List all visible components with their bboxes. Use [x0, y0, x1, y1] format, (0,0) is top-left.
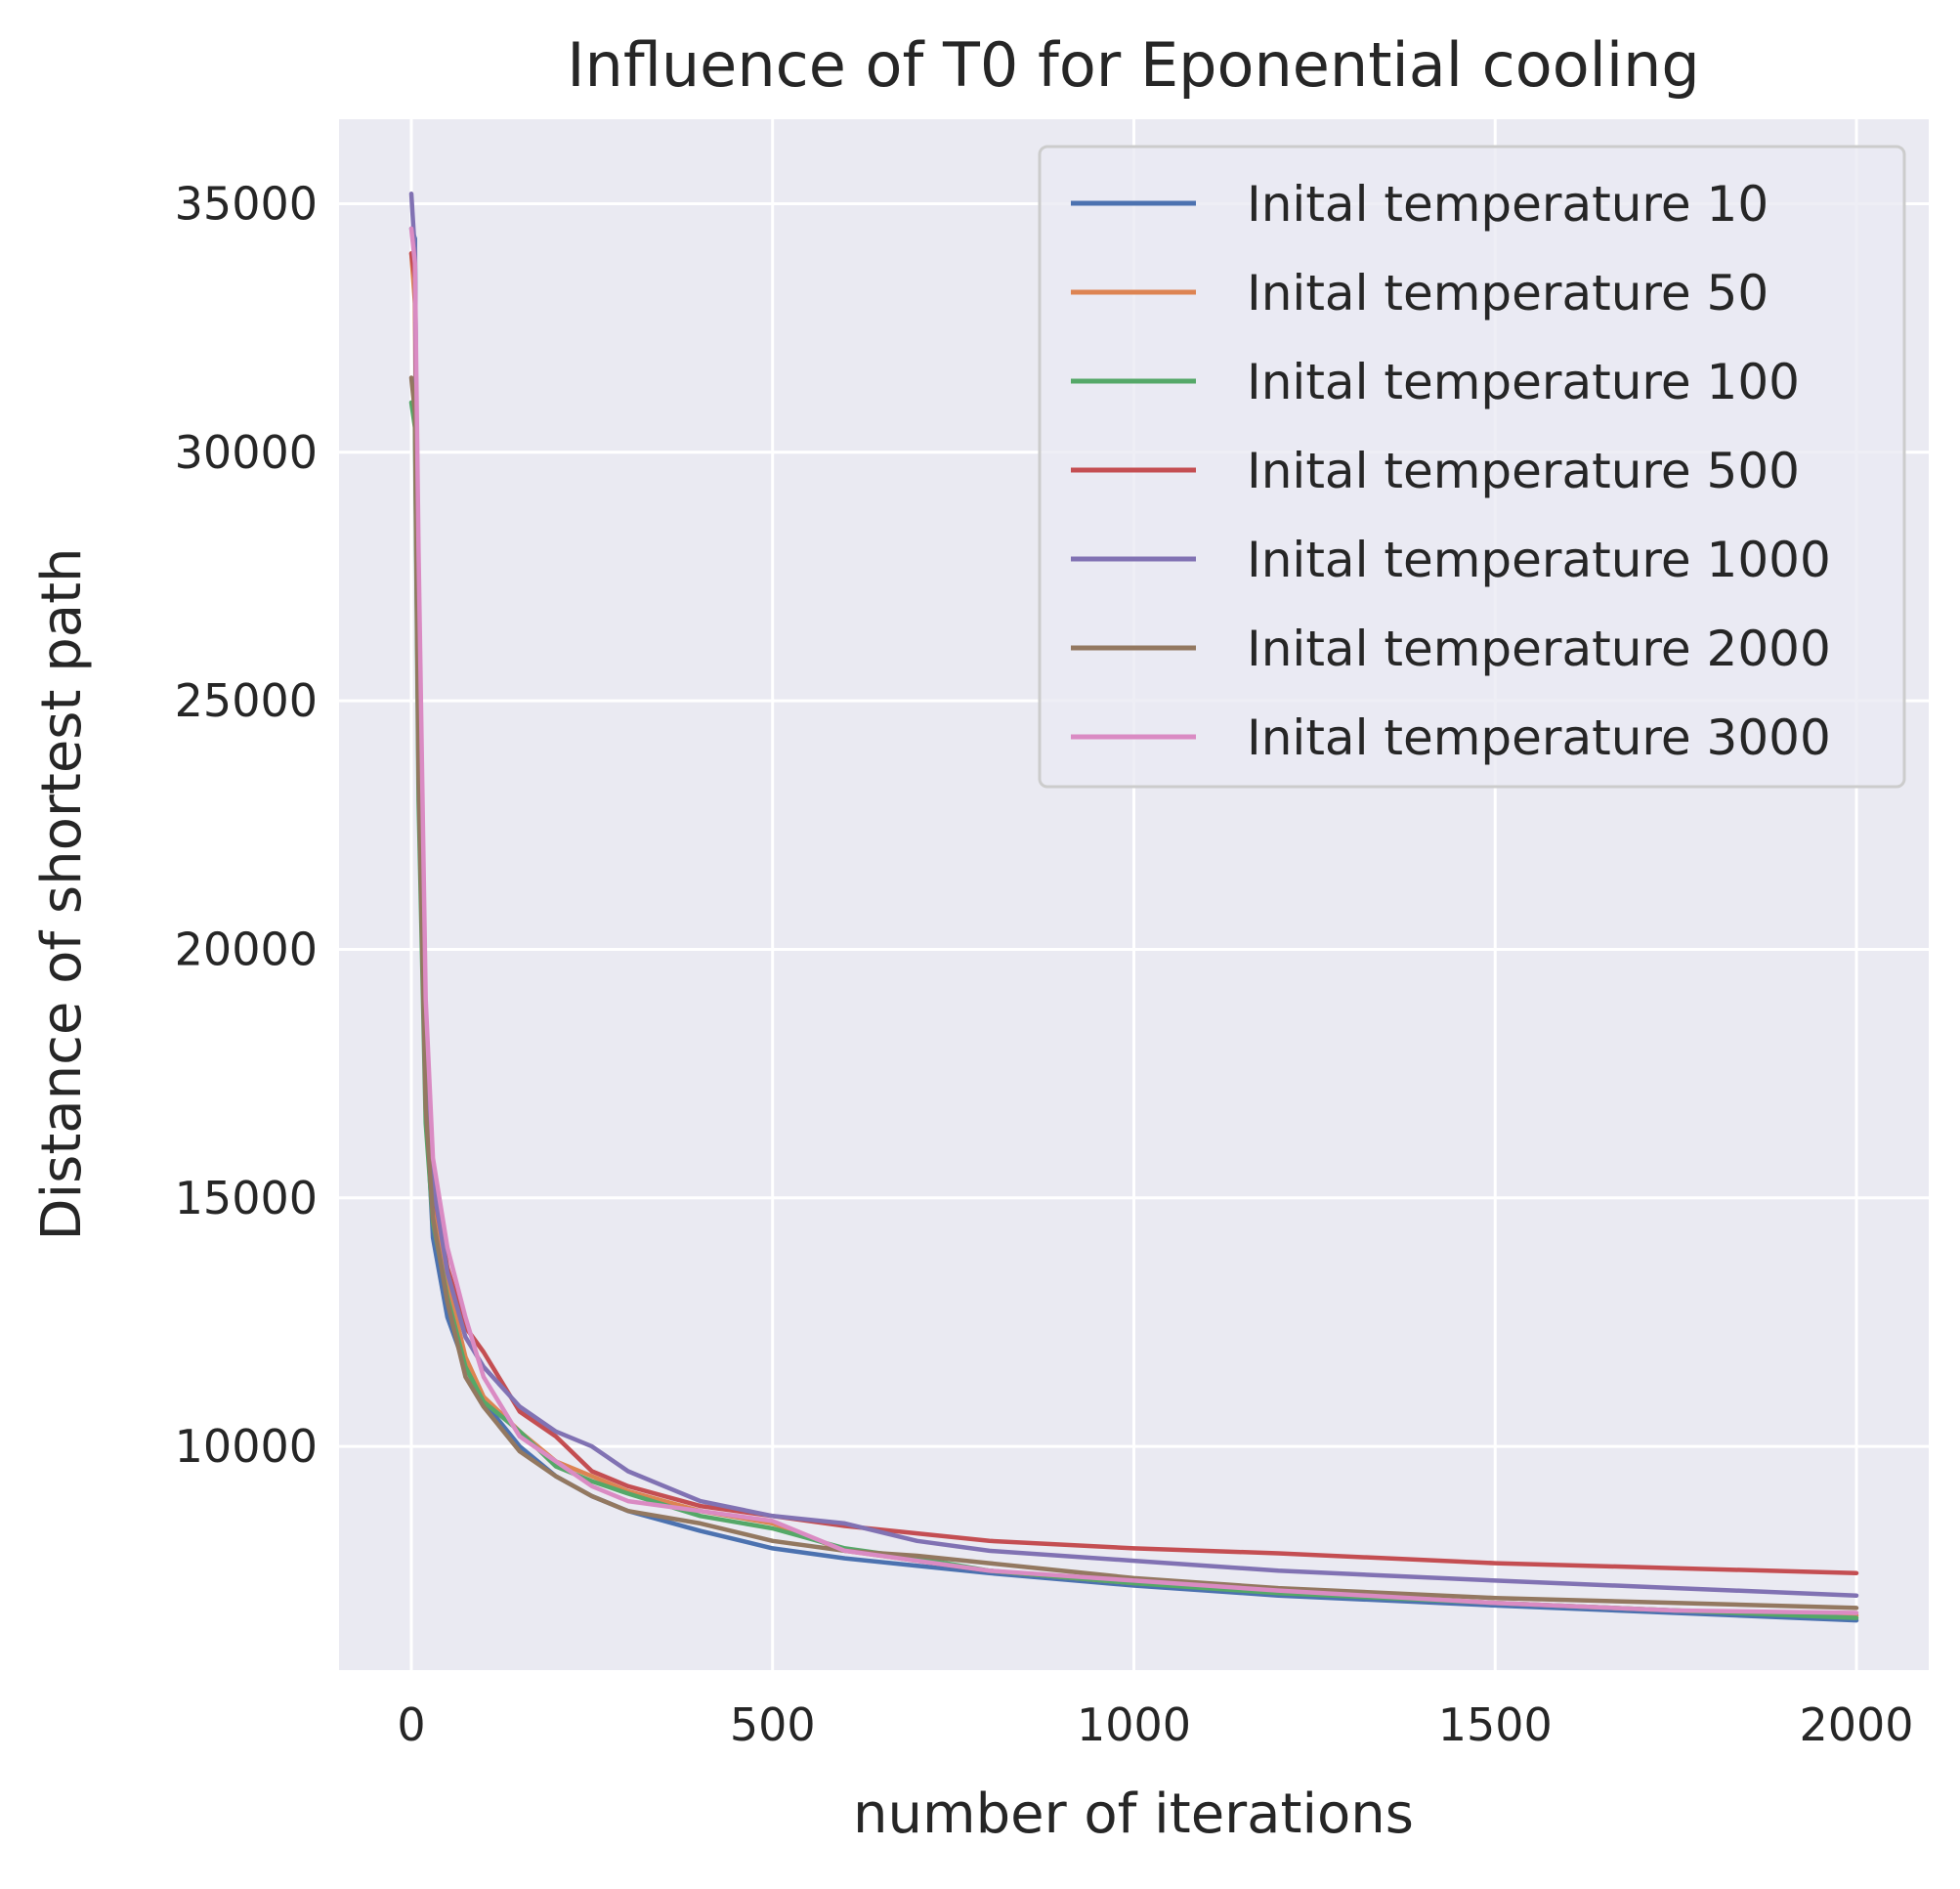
legend-label-1: Inital temperature 50: [1247, 265, 1768, 322]
series-line-6: [408, 226, 1859, 1615]
legend-label-0: Inital temperature 10: [1247, 176, 1768, 233]
legend-label-3: Inital temperature 500: [1247, 443, 1800, 499]
x-tick-label: 1000: [1077, 1698, 1191, 1751]
legend-label-6: Inital temperature 3000: [1247, 709, 1831, 766]
x-axis-label: number of iterations: [853, 1782, 1414, 1846]
x-tick-label: 2000: [1800, 1698, 1914, 1751]
y-tick-label: 30000: [175, 426, 318, 479]
x-tick-label: 0: [397, 1698, 425, 1751]
y-tick-label: 10000: [175, 1420, 318, 1473]
y-tick-label: 15000: [175, 1172, 318, 1224]
y-tick-label: 25000: [175, 674, 318, 727]
chart-title: Influence of T0 for Eponential cooling: [567, 29, 1699, 101]
y-tick-label: 35000: [175, 177, 318, 230]
series-group: [408, 192, 1859, 1623]
legend: Inital temperature 10 Inital temperature …: [1038, 145, 1906, 789]
legend-label-5: Inital temperature 2000: [1247, 621, 1831, 677]
legend-frame: [1038, 145, 1906, 789]
tick-labels: 0 500 1000 1500 2000 10000 15000 20000 25000 3000…: [175, 177, 1914, 1751]
y-axis-label: Distance of shortest path: [30, 547, 94, 1240]
x-tick-label: 500: [730, 1698, 816, 1751]
y-tick-label: 20000: [175, 923, 318, 975]
x-tick-label: 1500: [1438, 1698, 1553, 1751]
legend-label-2: Inital temperature 100: [1247, 354, 1800, 410]
series-line-5: [408, 375, 1859, 1610]
legend-label-4: Inital temperature 1000: [1247, 532, 1831, 588]
